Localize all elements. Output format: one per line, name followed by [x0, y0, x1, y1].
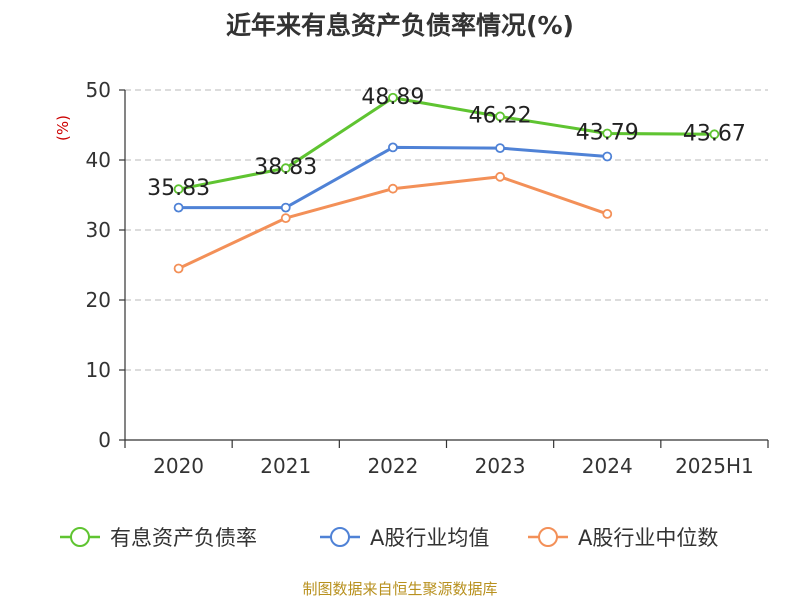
- data-point: [388, 183, 398, 194]
- data-label: 46.22: [469, 103, 532, 128]
- y-tick-label: 20: [86, 288, 111, 312]
- x-tick-label: 2024: [582, 454, 633, 478]
- y-tick-label: 0: [98, 428, 111, 452]
- data-point: [602, 151, 613, 162]
- legend-label: A股行业中位数: [578, 526, 718, 550]
- data-label: 48.89: [361, 85, 424, 110]
- legend-marker: [70, 527, 90, 547]
- data-label: 38.83: [254, 155, 317, 180]
- chart-title: 近年来有息资产负债率情况(%): [226, 11, 574, 40]
- data-point: [602, 128, 613, 139]
- axes: [119, 89, 769, 448]
- data-point: [495, 171, 505, 182]
- y-axis-label: (%): [54, 115, 72, 141]
- x-tick-label: 2023: [475, 454, 526, 478]
- x-tick-label: 2022: [367, 454, 418, 478]
- data-label: 43.79: [576, 120, 639, 145]
- data-label: 35.83: [147, 176, 210, 201]
- y-tick-label: 10: [86, 358, 111, 382]
- data-point: [280, 163, 291, 174]
- data-point: [173, 202, 184, 213]
- data-point: [495, 111, 505, 122]
- data-point: [280, 213, 291, 224]
- x-tick-label: 2021: [260, 454, 311, 478]
- series-lines: [173, 92, 720, 274]
- data-source: 制图数据来自恒生聚源数据库: [302, 580, 498, 598]
- data-point: [388, 92, 398, 103]
- y-tick-label: 30: [86, 218, 111, 242]
- y-tick-label: 40: [86, 148, 111, 172]
- data-point: [495, 143, 505, 154]
- data-point: [280, 202, 291, 213]
- legend-marker: [330, 527, 350, 547]
- data-point: [709, 129, 720, 140]
- y-tick-label: 50: [86, 78, 111, 102]
- series-line: [178, 96, 715, 191]
- grid-lines: [125, 89, 768, 371]
- legend: 有息资产负债率 A股行业均值 A股行业中位数: [60, 526, 718, 550]
- y-tick-labels: 0 10 20 30 40 50: [86, 78, 111, 452]
- data-point: [173, 184, 184, 195]
- legend-label: A股行业均值: [370, 526, 489, 550]
- data-point: [173, 263, 184, 274]
- legend-label: 有息资产负债率: [110, 526, 257, 550]
- data-point: [602, 208, 613, 219]
- data-point: [388, 142, 398, 153]
- legend-marker: [538, 527, 558, 547]
- data-label: 43.67: [683, 121, 746, 146]
- x-tick-label: 2020: [153, 454, 204, 478]
- x-tick-label: 2025H1: [675, 454, 754, 478]
- data-labels: 35.83 38.83 48.89 46.22 43.79 43.67: [147, 85, 746, 201]
- x-tick-labels: 2020 2021 2022 2023 2024 2025H1: [153, 454, 754, 478]
